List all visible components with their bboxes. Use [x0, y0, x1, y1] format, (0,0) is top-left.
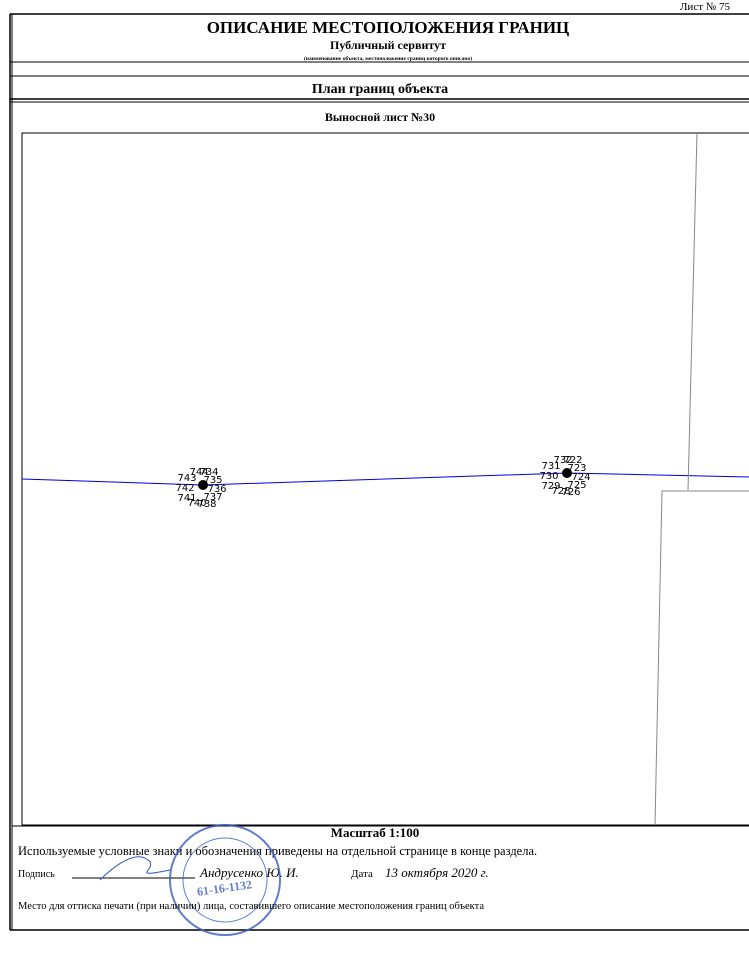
point-label: 725	[567, 480, 586, 491]
point-label: 730	[539, 471, 558, 482]
point-label: 731	[541, 461, 560, 472]
point-label: 729	[541, 481, 560, 492]
signature	[99, 856, 171, 881]
point-label: 744	[189, 467, 208, 478]
signature-label: Подпись	[18, 869, 55, 880]
boundary-line	[21, 472, 749, 486]
point-label: 732	[553, 455, 572, 466]
sheet-number: Лист № 75	[680, 1, 731, 13]
date-label: Дата	[351, 868, 373, 880]
point-label: 726	[561, 487, 580, 498]
parcel-line	[687, 132, 698, 491]
point-label: 724	[571, 472, 590, 483]
scale: Масштаб 1:100	[331, 825, 420, 840]
plan-title: План границ объекта	[312, 82, 448, 97]
point-marker	[562, 468, 572, 478]
point-marker	[198, 480, 208, 490]
stamp-number: 61-16-1132	[196, 877, 253, 899]
stamp: 61-16-1132	[169, 824, 281, 936]
point-label: 736	[207, 484, 226, 495]
point-label: 742	[175, 483, 194, 494]
point-label: 738	[197, 499, 216, 510]
doc-title: ОПИСАНИЕ МЕСТОПОЛОЖЕНИЯ ГРАНИЦ	[207, 18, 570, 37]
point-label: 743	[177, 473, 196, 484]
frame	[9, 13, 749, 931]
map	[21, 132, 749, 826]
point-label: 734	[199, 467, 218, 478]
point-label: 723	[567, 463, 586, 474]
object-caption: (наименование объекта, местоположение гр…	[304, 55, 472, 62]
signer: Андрусенко Ю. И.	[199, 865, 299, 880]
point-label: 728	[551, 486, 570, 497]
point-label: 722	[563, 455, 582, 466]
plan-sheet: Выносной лист №30	[325, 110, 435, 124]
point-label: 737	[203, 492, 222, 503]
date: 13 октября 2020 г.	[385, 865, 489, 880]
point-label: 741	[177, 493, 196, 504]
parcel-line	[654, 490, 749, 826]
object-name: Публичный сервитут	[330, 38, 446, 52]
point-label: 740	[187, 498, 206, 509]
legend-note: Используемые условные знаки и обозначени…	[18, 844, 537, 858]
point-label: 735	[203, 475, 222, 486]
stamp-note: Место для оттиска печати (при наличии) л…	[18, 901, 484, 912]
